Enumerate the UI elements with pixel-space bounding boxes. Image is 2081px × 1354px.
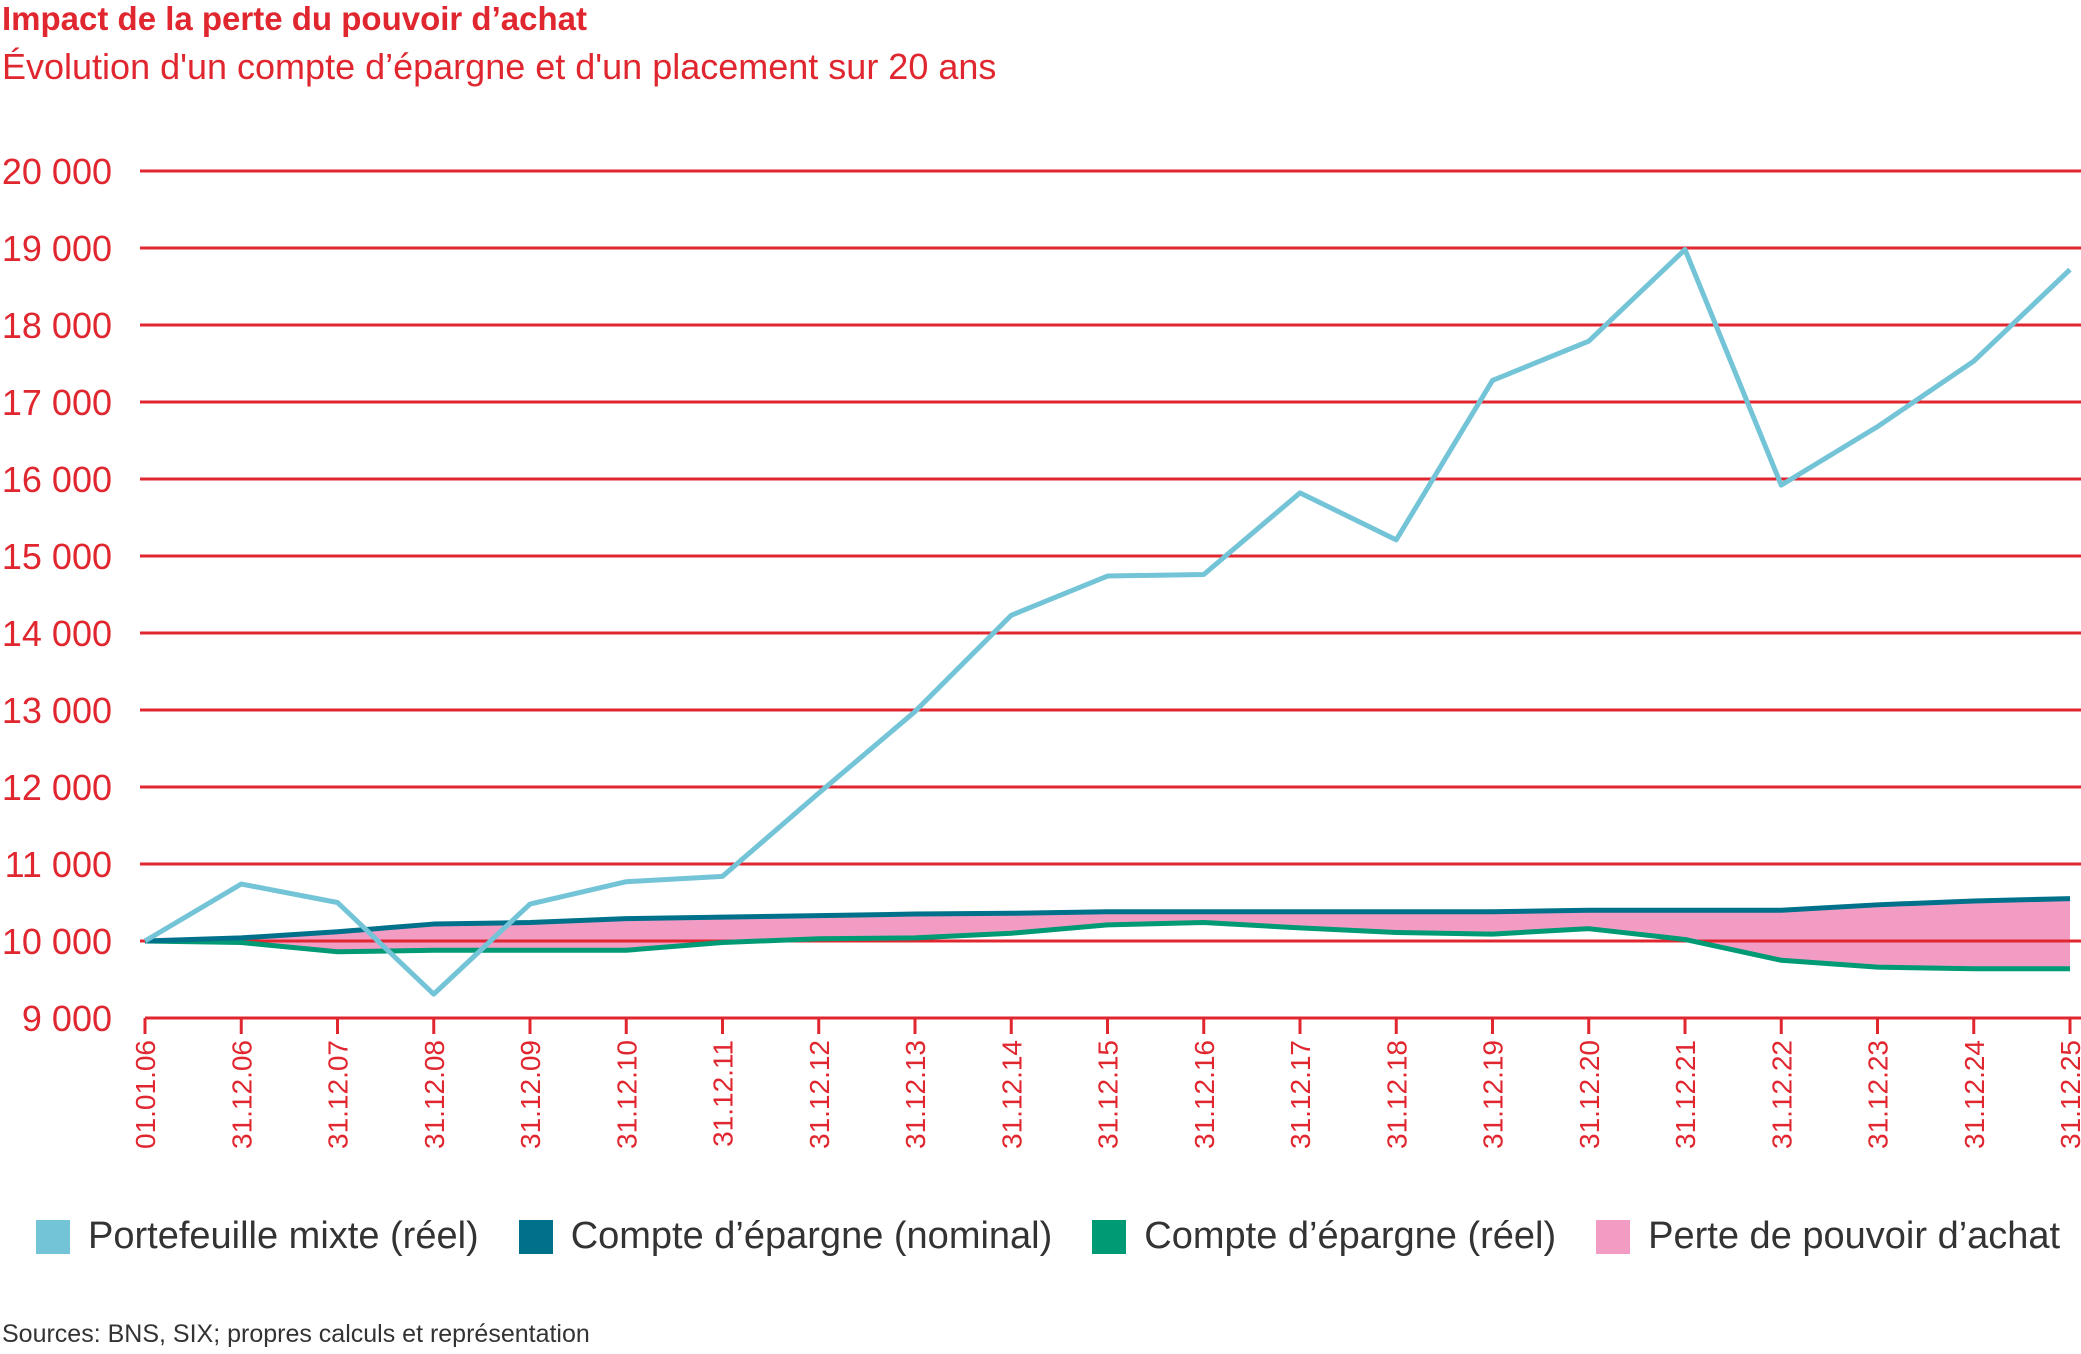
legend-item-perte: Perte de pouvoir d’achat xyxy=(1596,1215,2060,1258)
x-tick-label: 31.12.06 xyxy=(226,1040,257,1149)
y-tick-label: 15 000 xyxy=(2,536,112,577)
legend-label-portefeuille: Portefeuille mixte (réel) xyxy=(88,1215,479,1257)
y-tick-label: 10 000 xyxy=(2,921,112,962)
y-tick-label: 18 000 xyxy=(2,305,112,346)
x-tick-label: 31.12.07 xyxy=(323,1040,354,1149)
x-tick-label: 31.12.15 xyxy=(1093,1040,1124,1149)
x-tick-label: 31.12.19 xyxy=(1478,1040,1509,1149)
y-tick-label: 14 000 xyxy=(2,613,112,654)
chart-subtitle: Évolution d'un compte d’épargne et d'un … xyxy=(2,46,997,87)
x-tick-label: 31.12.11 xyxy=(708,1040,739,1147)
series-lines xyxy=(143,247,2072,997)
y-tick-label: 12 000 xyxy=(2,767,112,808)
x-tick-label: 31.12.17 xyxy=(1285,1040,1316,1149)
legend-item-portefeuille: Portefeuille mixte (réel) xyxy=(36,1215,479,1258)
x-tick-label: 31.12.21 xyxy=(1670,1040,1701,1149)
legend-item-nominal: Compte d’épargne (nominal) xyxy=(518,1215,1053,1258)
x-tick-label: 31.12.20 xyxy=(1574,1040,1605,1149)
x-tick-label: 31.12.24 xyxy=(1959,1040,1990,1149)
x-tick-label: 31.12.12 xyxy=(804,1040,835,1149)
y-tick-label: 9 000 xyxy=(22,998,112,1039)
legend-label-reel: Compte d’épargne (réel) xyxy=(1144,1215,1557,1257)
y-tick-label: 19 000 xyxy=(2,228,112,269)
y-tick-label: 11 000 xyxy=(5,844,112,885)
x-tick-label: 31.12.22 xyxy=(1766,1040,1797,1149)
x-tick-label: 31.12.23 xyxy=(1863,1040,1894,1149)
legend-swatch-perte xyxy=(1596,1219,1631,1254)
series-line-reel xyxy=(144,920,2070,972)
legend-item-reel: Compte d’épargne (réel) xyxy=(1092,1215,1556,1258)
y-tick-label: 16 000 xyxy=(2,459,112,500)
x-axis xyxy=(143,1016,2081,1034)
x-tick-label: 31.12.25 xyxy=(2055,1040,2081,1149)
x-tick-label: 31.12.16 xyxy=(1189,1040,1220,1149)
x-tick-label: 31.12.08 xyxy=(419,1040,450,1149)
legend-swatch-portefeuille xyxy=(36,1219,70,1254)
legend-swatch-reel xyxy=(1092,1219,1127,1254)
series-line-portefeuille xyxy=(143,247,2072,997)
y-tick-label: 20 000 xyxy=(2,151,112,192)
x-tick-label: 31.12.09 xyxy=(515,1040,546,1149)
legend-label-perte: Perte de pouvoir d’achat xyxy=(1648,1215,2061,1257)
legend-label-nominal: Compte d’épargne (nominal) xyxy=(570,1215,1053,1257)
x-tick-label: 31.12.18 xyxy=(1381,1040,1412,1149)
purchasing-power-loss-area xyxy=(145,898,2070,969)
x-tick-label: 01.01.06 xyxy=(130,1040,161,1149)
x-tick-label: 31.12.14 xyxy=(996,1040,1027,1149)
legend: Portefeuille mixte (réel) Compte d’éparg… xyxy=(36,1215,2081,1258)
x-axis-ticks: 01.01.06 31.12.06 31.12.07 31.12.08 31.12.09… xyxy=(130,1040,2081,1149)
x-tick-label: 31.12.10 xyxy=(611,1040,642,1149)
legend-swatch-nominal xyxy=(518,1219,553,1254)
loss-area-layer xyxy=(140,898,2081,969)
x-tick-label: 31.12.13 xyxy=(900,1040,931,1149)
series-line-nominal xyxy=(144,896,2071,944)
y-axis-ticks: 9 000 10 000 11 000 12 000 13 000 14 000 15 00… xyxy=(2,151,112,1039)
y-tick-label: 13 000 xyxy=(2,690,112,731)
grid-lines xyxy=(140,169,2081,943)
chart-title: Impact de la perte du pouvoir d’achat xyxy=(2,0,587,37)
source-note: Sources: BNS, SIX; propres calculs et re… xyxy=(2,1320,590,1348)
y-tick-label: 17 000 xyxy=(2,382,112,423)
